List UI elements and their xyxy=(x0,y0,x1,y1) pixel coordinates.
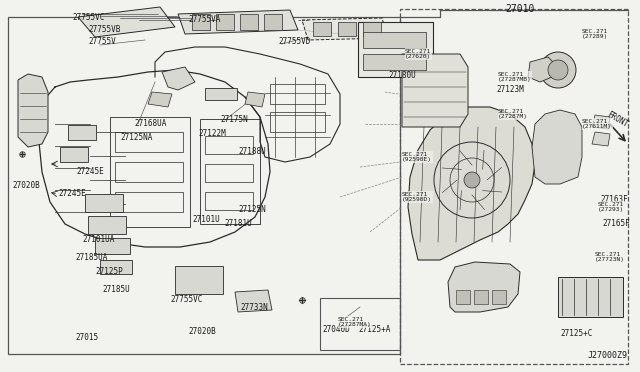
Bar xyxy=(110,117,190,227)
Text: 27181U: 27181U xyxy=(224,219,252,228)
Text: SEC.271
(27611M): SEC.271 (27611M) xyxy=(582,119,612,129)
Polygon shape xyxy=(162,67,195,90)
Bar xyxy=(313,22,331,36)
Bar xyxy=(115,192,183,212)
Text: 27755VC: 27755VC xyxy=(72,13,104,22)
Text: 27165F: 27165F xyxy=(602,219,630,228)
Polygon shape xyxy=(448,262,520,312)
Text: 27180U: 27180U xyxy=(388,71,416,80)
Bar xyxy=(192,14,210,30)
Text: 27020B: 27020B xyxy=(12,182,40,190)
Text: 27755VB: 27755VB xyxy=(88,26,120,35)
Text: 27125P: 27125P xyxy=(95,267,123,276)
Text: SEC.271
(27620): SEC.271 (27620) xyxy=(405,49,431,60)
Text: 27245E: 27245E xyxy=(58,189,86,199)
Text: SEC.271
(92590D): SEC.271 (92590D) xyxy=(402,192,432,202)
Text: 27733N: 27733N xyxy=(240,302,268,311)
Text: 27185U: 27185U xyxy=(102,285,130,295)
Text: 27015: 27015 xyxy=(75,333,98,341)
Bar xyxy=(270,112,325,132)
Text: J27000Z9: J27000Z9 xyxy=(588,351,628,360)
Text: FRONT: FRONT xyxy=(605,110,630,130)
Polygon shape xyxy=(408,107,535,260)
Bar xyxy=(85,194,123,212)
Polygon shape xyxy=(235,290,272,312)
Polygon shape xyxy=(528,57,555,82)
Text: 27185UA: 27185UA xyxy=(75,253,108,262)
Bar xyxy=(115,132,183,152)
Bar xyxy=(363,22,381,36)
Polygon shape xyxy=(592,115,610,129)
Bar xyxy=(216,14,234,30)
Text: 27122M: 27122M xyxy=(198,129,226,138)
Text: SEC.271
(92590E): SEC.271 (92590E) xyxy=(402,152,432,163)
Bar xyxy=(363,54,426,70)
Bar xyxy=(205,136,253,154)
Circle shape xyxy=(464,172,480,188)
Text: SEC.271
(27287M): SEC.271 (27287M) xyxy=(498,109,528,119)
Bar xyxy=(88,216,126,234)
Bar xyxy=(205,192,253,210)
Polygon shape xyxy=(178,10,298,34)
Bar xyxy=(100,260,132,274)
Text: 27168UA: 27168UA xyxy=(134,119,166,128)
Bar xyxy=(175,266,223,294)
Circle shape xyxy=(540,52,576,88)
Text: 27040D: 27040D xyxy=(322,326,349,334)
Text: 27020B: 27020B xyxy=(188,327,216,337)
Polygon shape xyxy=(592,132,610,146)
Bar xyxy=(270,84,325,104)
Polygon shape xyxy=(532,110,582,184)
Bar xyxy=(320,298,400,350)
Bar xyxy=(558,277,623,317)
Text: 27755V: 27755V xyxy=(88,38,116,46)
Polygon shape xyxy=(148,92,172,107)
Bar xyxy=(240,14,258,30)
Text: 27123M: 27123M xyxy=(496,86,524,94)
Text: 27188U: 27188U xyxy=(238,148,266,157)
Circle shape xyxy=(548,60,568,80)
Polygon shape xyxy=(18,74,48,147)
Text: 27755VC: 27755VC xyxy=(170,295,202,305)
Bar xyxy=(115,162,183,182)
Polygon shape xyxy=(402,54,468,127)
Polygon shape xyxy=(78,7,175,37)
Polygon shape xyxy=(302,18,388,40)
Text: 27125N: 27125N xyxy=(238,205,266,215)
Text: 27010: 27010 xyxy=(506,4,534,14)
Bar xyxy=(358,22,433,77)
Text: 27163F: 27163F xyxy=(600,196,628,205)
Bar xyxy=(474,290,488,304)
Text: SEC.271
(27293): SEC.271 (27293) xyxy=(598,202,624,212)
Text: 27125+A: 27125+A xyxy=(358,326,390,334)
Bar xyxy=(8,17,400,354)
Bar xyxy=(95,238,130,254)
Bar xyxy=(60,147,88,162)
Text: SEC.271
(27287MA): SEC.271 (27287MA) xyxy=(338,317,372,327)
Text: SEC.271
(27287MB): SEC.271 (27287MB) xyxy=(498,71,532,83)
Text: 27125NA: 27125NA xyxy=(120,132,152,141)
Bar xyxy=(264,14,282,30)
Text: 27125+C: 27125+C xyxy=(560,330,593,339)
Bar xyxy=(205,88,237,100)
Bar xyxy=(456,290,470,304)
Text: 27245E: 27245E xyxy=(76,167,104,176)
Text: 27175N: 27175N xyxy=(220,115,248,125)
Bar xyxy=(400,9,628,364)
Bar xyxy=(200,119,260,224)
Bar xyxy=(338,22,356,36)
Bar xyxy=(492,290,506,304)
Text: 27755VD: 27755VD xyxy=(278,38,310,46)
Polygon shape xyxy=(245,92,265,107)
Text: 27101U: 27101U xyxy=(192,215,220,224)
Bar xyxy=(363,32,426,48)
Text: SEC.271
(27289): SEC.271 (27289) xyxy=(582,29,608,39)
Text: 27101UA: 27101UA xyxy=(82,235,115,244)
Text: SEC.271
(27723N): SEC.271 (27723N) xyxy=(595,251,625,262)
Bar xyxy=(68,125,96,140)
Text: 27755VA: 27755VA xyxy=(188,16,220,25)
Bar xyxy=(205,164,253,182)
